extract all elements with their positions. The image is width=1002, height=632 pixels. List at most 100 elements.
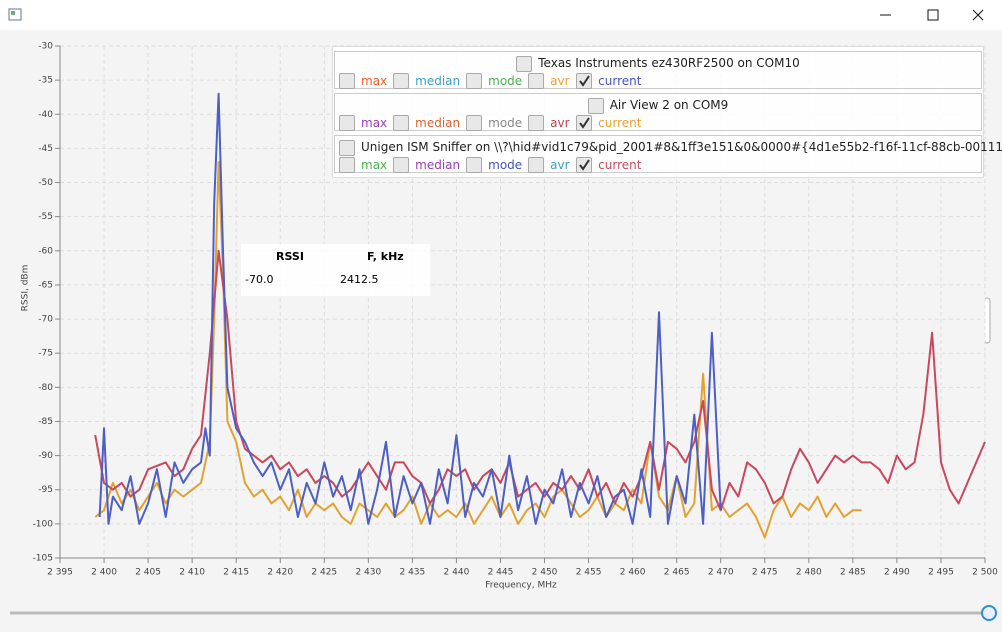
x-tick-label: 2 485: [840, 568, 866, 578]
legend-label: median: [415, 116, 461, 130]
checkbox[interactable]: [466, 157, 483, 173]
tooltip-value: -70.0: [245, 273, 274, 286]
checkbox[interactable]: [393, 115, 410, 131]
checkbox[interactable]: [528, 73, 545, 89]
legend-label: median: [415, 74, 461, 88]
legend-label: current: [598, 74, 642, 88]
close-button[interactable]: [972, 9, 984, 21]
tooltip-header: RSSI: [276, 250, 304, 263]
x-tick-label: 2 460: [620, 568, 646, 578]
legend-group: Texas Instruments ez430RF2500 on COM10 ma…: [334, 51, 982, 89]
x-tick-label: 2 410: [179, 568, 205, 578]
checkbox[interactable]: [339, 157, 355, 173]
title-bar-icons: [8, 8, 984, 21]
x-tick-label: 2 415: [223, 568, 249, 578]
checkbox[interactable]: [339, 115, 355, 131]
legend-label: avr: [550, 116, 570, 130]
y-axis-label: RSSI, dBm: [21, 265, 31, 312]
y-tick-label: -45: [38, 144, 53, 154]
legend-label: max: [361, 158, 388, 172]
checkbox[interactable]: [576, 157, 593, 173]
legend-group: Unigen ISM Sniffer on \\?\hid#vid1c79&pi…: [334, 135, 1002, 174]
x-tick-label: 2 500: [972, 568, 998, 578]
x-tick-label: 2 445: [488, 568, 514, 578]
x-tick-label: 2 430: [355, 568, 381, 578]
tooltip-header: F, kHz: [367, 250, 404, 263]
device-name: Unigen ISM Sniffer on \\?\hid#vid1c79&pi…: [361, 140, 1002, 154]
legend-row: max median mode avr current: [339, 156, 977, 174]
x-tick-label: 2 470: [708, 568, 734, 578]
tooltip: RSSI F, kHz -70.0 2412.5: [241, 244, 430, 296]
x-tick-label: 2 490: [884, 568, 910, 578]
checkbox[interactable]: [528, 157, 545, 173]
x-tick-label: 2 475: [752, 568, 778, 578]
legend-panel: Texas Instruments ez430RF2500 on COM10 ma…: [332, 46, 1002, 178]
legend-label: current: [598, 158, 642, 172]
x-tick-label: 2 440: [444, 568, 470, 578]
legend-group: Air View 2 on COM9 max median mode avr curren…: [334, 93, 982, 131]
checkbox[interactable]: [587, 97, 604, 114]
y-tick-label: -40: [38, 110, 53, 120]
x-tick-label: 2 495: [928, 568, 954, 578]
checkbox[interactable]: [576, 115, 593, 131]
y-tick-label: -35: [38, 76, 53, 86]
legend-label: max: [361, 116, 388, 130]
checkbox[interactable]: [516, 55, 533, 72]
series-line: [94, 161, 862, 539]
y-tick-label: -60: [38, 246, 53, 256]
legend-row: max median mode avr current: [339, 114, 977, 132]
legend-label: mode: [488, 158, 523, 172]
x-tick-label: 2 420: [267, 568, 293, 578]
legend-group-header: Unigen ISM Sniffer on \\?\hid#vid1c79&pi…: [339, 138, 1002, 156]
y-tick-label: -100: [33, 519, 54, 529]
x-tick-label: 2 405: [135, 568, 161, 578]
tooltip-value: 2412.5: [340, 273, 379, 286]
x-tick-label: 2 425: [311, 568, 337, 578]
legend-label: mode: [488, 74, 523, 88]
legend-label: avr: [550, 74, 570, 88]
checkbox[interactable]: [466, 115, 483, 131]
checkbox[interactable]: [339, 73, 355, 89]
maximize-button[interactable]: [927, 9, 939, 21]
y-tick-label: -30: [38, 42, 53, 52]
series-line: [98, 92, 722, 525]
y-tick-label: -90: [38, 451, 53, 461]
check-mark: [579, 159, 591, 171]
app-icon-detail: [11, 11, 15, 15]
y-tick-label: -85: [38, 417, 53, 427]
x-tick-label: 2 435: [399, 568, 425, 578]
x-tick-label: 2 480: [796, 568, 822, 578]
x-tick-label: 2 450: [532, 568, 558, 578]
legend-label: median: [415, 158, 461, 172]
x-tick-label: 2 395: [47, 568, 73, 578]
title-bar: [0, 0, 1002, 30]
check-mark: [579, 117, 591, 129]
y-tick-label: -70: [38, 315, 53, 325]
checkbox[interactable]: [466, 73, 483, 89]
check-mark: [579, 75, 591, 87]
checkbox[interactable]: [339, 139, 355, 156]
device-name: Texas Instruments ez430RF2500 on COM10: [538, 56, 800, 70]
legend-label: mode: [488, 116, 523, 130]
checkbox[interactable]: [393, 157, 410, 173]
legend-group-header: Texas Instruments ez430RF2500 on COM10: [339, 54, 977, 72]
device-name: Air View 2 on COM9: [609, 98, 729, 112]
y-tick-label: -80: [38, 383, 53, 393]
legend-label: current: [598, 116, 642, 130]
checkbox[interactable]: [393, 73, 410, 89]
legend-row: max median mode avr current: [339, 72, 977, 90]
y-tick-label: -95: [38, 485, 53, 495]
x-tick-label: 2 465: [664, 568, 690, 578]
y-tick-label: -75: [38, 349, 53, 359]
legend-label: avr: [550, 158, 570, 172]
y-tick-label: -50: [38, 178, 53, 188]
checkbox[interactable]: [528, 115, 545, 131]
checkbox[interactable]: [576, 73, 593, 89]
y-tick-label: -55: [38, 212, 53, 222]
y-tick-label: -105: [33, 554, 53, 564]
x-tick-label: 2 400: [91, 568, 117, 578]
legend-label: max: [361, 74, 388, 88]
slider-knob[interactable]: [981, 605, 997, 621]
y-tick-label: -65: [38, 280, 53, 290]
